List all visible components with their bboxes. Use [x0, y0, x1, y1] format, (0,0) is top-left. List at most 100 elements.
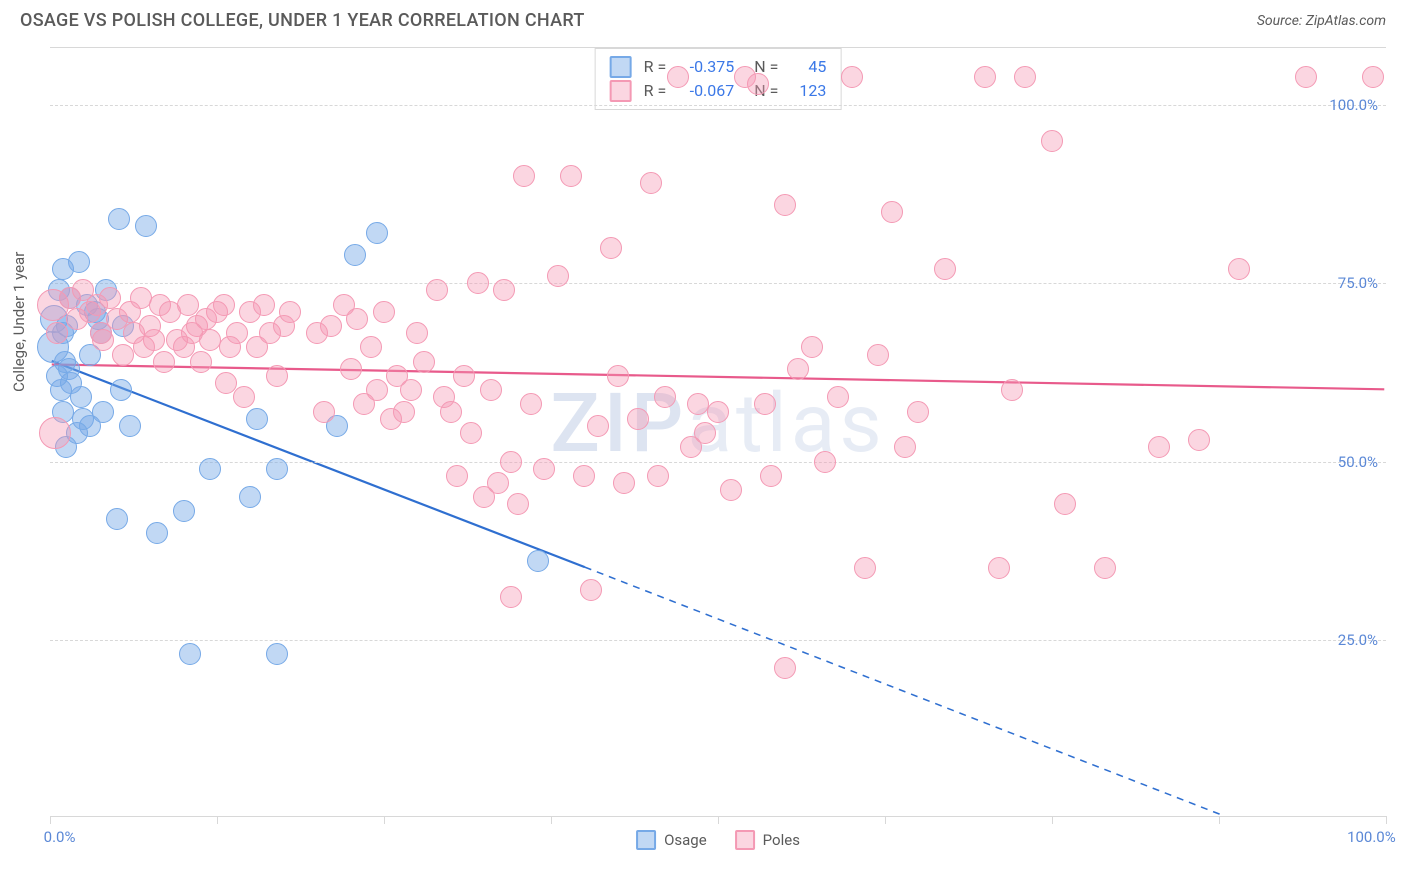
scatter-point [1148, 436, 1170, 458]
scatter-point [239, 486, 261, 508]
scatter-point [640, 172, 662, 194]
grid-line [50, 283, 1386, 284]
scatter-point [694, 422, 716, 444]
scatter-point [607, 365, 629, 387]
series-legend-item: Osage [636, 830, 707, 850]
scatter-point [400, 379, 422, 401]
scatter-point [1228, 258, 1250, 280]
scatter-point [366, 379, 388, 401]
legend-swatch [735, 830, 755, 850]
x-tick [1386, 816, 1387, 824]
scatter-point [99, 287, 121, 309]
scatter-point [1041, 130, 1063, 152]
scatter-point [246, 408, 268, 430]
scatter-point [814, 451, 836, 473]
legend-row: R =-0.375 N =45 [610, 55, 827, 79]
scatter-point [313, 401, 335, 423]
scatter-point [179, 643, 201, 665]
legend-label: Poles [763, 831, 800, 849]
correlation-legend: R =-0.375 N =45R =-0.067 N =123 [595, 48, 842, 110]
scatter-point [110, 379, 132, 401]
scatter-point [426, 279, 448, 301]
scatter-point [406, 322, 428, 344]
series-legend-item: Poles [735, 830, 800, 850]
scatter-point [687, 393, 709, 415]
scatter-point [173, 500, 195, 522]
scatter-point [253, 294, 275, 316]
scatter-point [1014, 66, 1036, 88]
x-tick-label: 100.0% [1347, 828, 1396, 846]
grid-line [50, 462, 1386, 463]
scatter-point [177, 294, 199, 316]
scatter-point [627, 408, 649, 430]
scatter-point [92, 329, 114, 351]
scatter-point [894, 436, 916, 458]
scatter-point [213, 294, 235, 316]
scatter-point [774, 657, 796, 679]
scatter-point [774, 194, 796, 216]
scatter-point [413, 351, 435, 373]
scatter-point [360, 336, 382, 358]
scatter-point [266, 365, 288, 387]
scatter-point [1362, 66, 1384, 88]
scatter-point [1094, 557, 1116, 579]
scatter-point [1188, 429, 1210, 451]
x-tick-label: 0.0% [44, 828, 76, 846]
scatter-point [79, 415, 101, 437]
scatter-point [68, 251, 90, 273]
plot-area: ZIPatlas R =-0.375 N =45R =-0.067 N =123… [50, 47, 1386, 817]
grid-line [50, 105, 1386, 106]
scatter-point [487, 472, 509, 494]
scatter-point [547, 265, 569, 287]
scatter-point [647, 465, 669, 487]
legend-r-label: R = [644, 55, 667, 79]
scatter-point [707, 401, 729, 423]
scatter-point [480, 379, 502, 401]
scatter-point [907, 401, 929, 423]
scatter-point [119, 415, 141, 437]
scatter-point [654, 386, 676, 408]
legend-swatch [636, 830, 656, 850]
chart-container: College, Under 1 year ZIPatlas R =-0.375… [0, 37, 1406, 887]
scatter-point [1001, 379, 1023, 401]
scatter-point [827, 386, 849, 408]
scatter-point [199, 458, 221, 480]
scatter-point [500, 451, 522, 473]
x-tick [384, 816, 385, 824]
y-tick-label: 75.0% [1338, 274, 1378, 292]
scatter-point [460, 422, 482, 444]
legend-swatch [610, 56, 632, 78]
scatter-point [340, 358, 362, 380]
scatter-point [493, 279, 515, 301]
scatter-point [190, 351, 212, 373]
scatter-point [146, 522, 168, 544]
scatter-point [346, 308, 368, 330]
scatter-point [1054, 493, 1076, 515]
scatter-point [533, 458, 555, 480]
scatter-point [760, 465, 782, 487]
legend-row: R =-0.067 N =123 [610, 79, 827, 103]
source-attribution: Source: ZipAtlas.com [1257, 13, 1386, 29]
legend-n-value: 123 [786, 79, 826, 103]
scatter-point [279, 301, 301, 323]
legend-n-value: 45 [786, 55, 826, 79]
scatter-point [112, 344, 134, 366]
trend-lines [50, 48, 1386, 816]
legend-swatch [610, 80, 632, 102]
chart-header: OSAGE VS POLISH COLLEGE, UNDER 1 YEAR CO… [0, 0, 1406, 37]
scatter-point [366, 222, 388, 244]
scatter-point [513, 165, 535, 187]
scatter-point [600, 237, 622, 259]
scatter-point [500, 586, 522, 608]
x-tick [1052, 816, 1053, 824]
scatter-point [135, 215, 157, 237]
chart-title: OSAGE VS POLISH COLLEGE, UNDER 1 YEAR CO… [20, 10, 585, 31]
scatter-point [233, 386, 255, 408]
legend-r-label: R = [644, 79, 667, 103]
scatter-point [467, 272, 489, 294]
scatter-point [754, 393, 776, 415]
scatter-point [881, 201, 903, 223]
scatter-point [787, 358, 809, 380]
scatter-point [507, 493, 529, 515]
scatter-point [974, 66, 996, 88]
